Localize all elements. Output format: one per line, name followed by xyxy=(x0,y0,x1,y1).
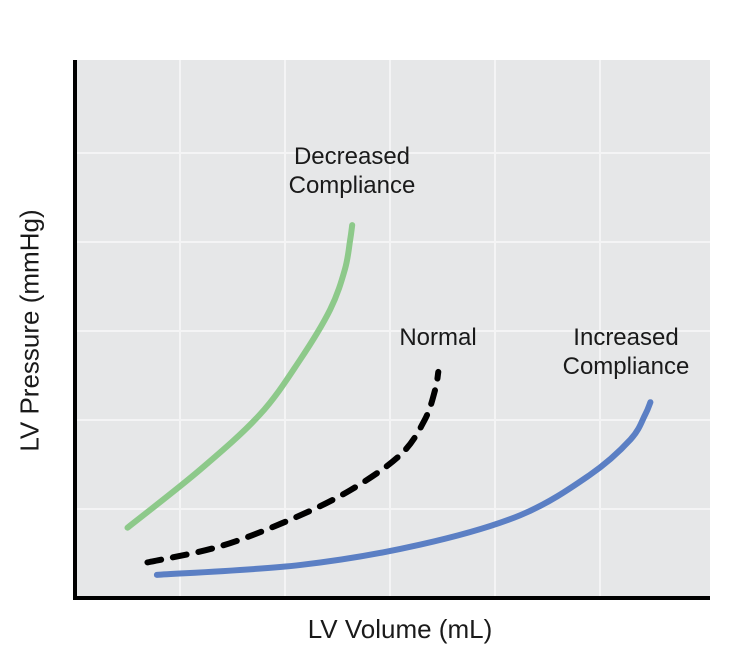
annotation-line: Compliance xyxy=(562,353,690,380)
x-axis-label: LV Volume (mL) xyxy=(307,614,493,644)
series-increased-compliance xyxy=(153,399,654,578)
annotation-increased-compliance: Increased Compliance xyxy=(536,323,716,381)
annotation-line: Compliance xyxy=(288,172,416,199)
series-decreased-compliance xyxy=(124,222,356,531)
annotation-normal: Normal xyxy=(399,324,477,351)
annotation-decreased-compliance: Decreased Compliance xyxy=(262,142,442,200)
annotation-line: Increased xyxy=(573,324,679,351)
series-normal xyxy=(144,368,442,566)
annotation-line: Decreased xyxy=(293,143,411,170)
y-axis-label: LV Pressure (mmHg) xyxy=(14,209,45,452)
